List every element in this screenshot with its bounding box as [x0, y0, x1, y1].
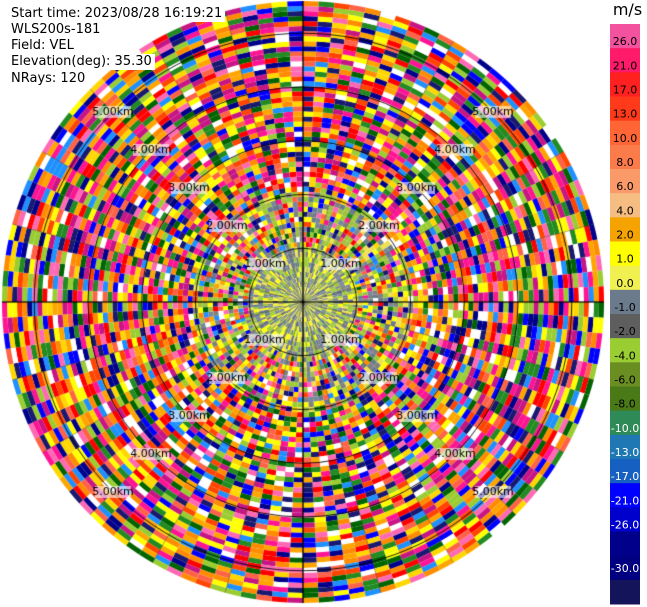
colorbar-swatch: [610, 434, 640, 460]
colorbar-tick-label: -1.0: [614, 301, 635, 314]
colorbar-tick-label: -30.0: [611, 562, 639, 575]
colorbar-tick-label: -17.0: [611, 470, 639, 483]
colorbar-swatch: [610, 531, 640, 557]
start-time-label: Start time: 2023/08/28 16:19:21: [11, 6, 226, 22]
colorbar-tick-label: 13.0: [613, 108, 638, 121]
colorbar-swatch: [610, 48, 640, 73]
colorbar-swatch: [610, 555, 640, 581]
nrays-label: NRays: 120: [11, 71, 89, 87]
instrument-label: WLS200s-181: [11, 22, 104, 38]
colorbar-tick-label: -6.0: [614, 374, 635, 387]
colorbar-swatch: [610, 483, 640, 508]
colorbar-swatch: [610, 338, 640, 363]
colorbar-tick-label: -8.0: [614, 398, 635, 411]
colorbar-swatch: [610, 241, 640, 267]
colorbar-swatch: [610, 289, 640, 315]
colorbar-tick-label: -26.0: [611, 519, 639, 532]
colorbar-tick-label: -21.0: [611, 494, 639, 507]
colorbar-tick-label: 0.0: [616, 277, 634, 290]
colorbar-tick-label: 6.0: [616, 180, 634, 193]
colorbar-tick-label: 21.0: [613, 59, 638, 72]
colorbar-swatch: [610, 386, 640, 412]
colorbar-tick-label: -10.0: [611, 422, 639, 435]
elevation-label: Elevation(deg): 35.30: [11, 54, 155, 70]
colorbar-swatch: [610, 193, 640, 218]
colorbar-swatch: [610, 24, 640, 49]
field-label: Field: VEL: [11, 38, 77, 54]
colorbar-swatch: [610, 507, 640, 532]
colorbar-swatch: [610, 314, 640, 339]
colorbar-swatch: [610, 144, 640, 170]
colorbar-swatch: [610, 72, 640, 97]
colorbar-tick-label: 26.0: [613, 35, 638, 48]
colorbar-swatch: [610, 265, 640, 291]
colorbar-tick-label: 1.0: [616, 253, 634, 266]
velocity-colorbar: 26.0 21.0 17.0 13.0 10.0 8.0 6.0 4.0 2.0 1.0 0.0 -1…: [610, 24, 640, 605]
colorbar-tick-label: -2.0: [614, 325, 635, 338]
colorbar-swatch: [610, 217, 640, 242]
colorbar-swatch: [610, 459, 640, 484]
colorbar-unit-label: m/s: [612, 0, 643, 19]
colorbar-tick-label: 8.0: [616, 156, 634, 169]
colorbar-tick-label: 10.0: [613, 132, 638, 145]
colorbar-swatch: [610, 96, 640, 122]
colorbar-tick-label: -13.0: [611, 446, 639, 459]
colorbar-tick-label: 2.0: [616, 229, 634, 242]
colorbar-swatch: [610, 120, 640, 146]
colorbar-tick-label: -4.0: [614, 349, 635, 362]
colorbar-tick-label: 17.0: [613, 84, 638, 97]
colorbar-swatch: [610, 362, 640, 387]
colorbar-swatch: [610, 410, 640, 436]
colorbar-tick-label: 4.0: [616, 204, 634, 217]
colorbar-swatch: [610, 169, 640, 194]
colorbar-swatch: [610, 579, 640, 605]
